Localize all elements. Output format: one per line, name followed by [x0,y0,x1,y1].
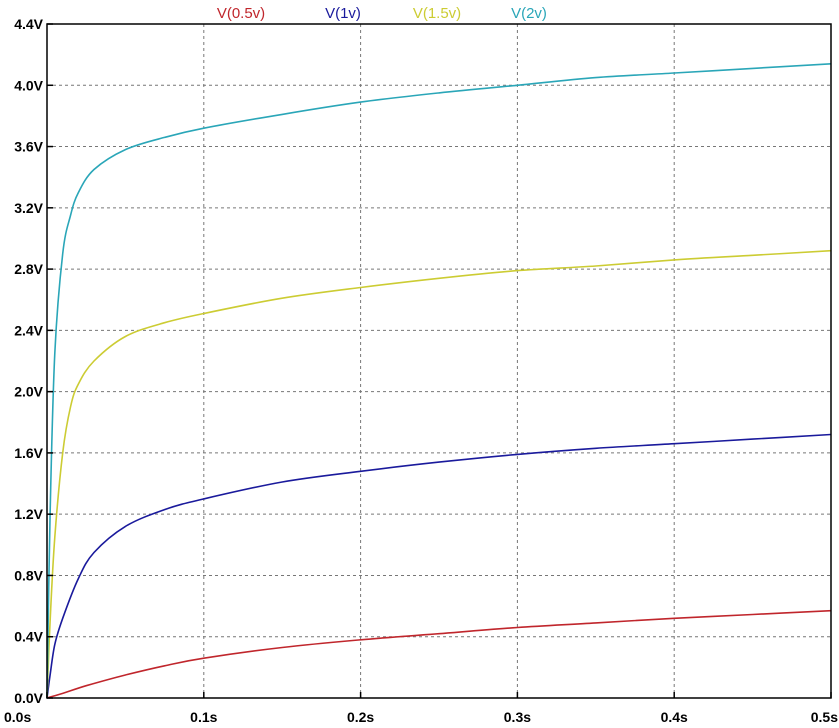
x-tick-label: 0.2s [347,709,374,725]
y-tick-label: 0.4V [14,629,43,645]
y-axis-ticks: 0.0V 0.4V 0.8V 1.2V 1.6V 2.0V 2.4V 2.8V 3.2V 3.6V… [14,16,53,706]
y-tick-label: 4.0V [14,77,43,93]
series-line-2 [46,433,832,699]
x-tick-label: 0.5s [811,709,838,725]
y-tick-label: 0.8V [14,567,43,583]
y-tick-label: 1.2V [14,506,43,522]
series-line-1 [46,609,832,699]
x-tick-label: 0.1s [190,709,217,725]
x-tick-label: 0.4s [661,709,688,725]
legend-label-series-2: V(1v) [325,5,361,22]
y-tick-label: 1.6V [14,445,43,461]
legend-label-series-3: V(1.5v) [413,5,461,22]
y-tick-label: 3.6V [14,139,43,155]
x-axis-ticks: 0.0s 0.1s 0.2s 0.3s 0.4s 0.5s [4,692,838,725]
y-tick-label: 0.0V [14,690,43,706]
series-lines [46,63,832,699]
x-tick-label: 0.0s [4,709,31,725]
legend-label-series-4: V(2v) [511,5,547,22]
x-tick-label: 0.3s [504,709,531,725]
series-line-4 [46,63,832,699]
y-tick-label: 3.2V [14,200,43,216]
y-tick-label: 2.8V [14,261,43,277]
grid [47,24,831,698]
plot-frame [46,23,832,699]
legend-label-series-1: V(0.5v) [217,5,265,22]
y-tick-label: 2.4V [14,322,43,338]
series-line-3 [46,249,832,699]
y-tick-label: 4.4V [14,16,43,32]
legend: V(0.5v) V(1v) V(1.5v) V(2v) [217,5,547,22]
y-tick-label: 2.0V [14,384,43,400]
